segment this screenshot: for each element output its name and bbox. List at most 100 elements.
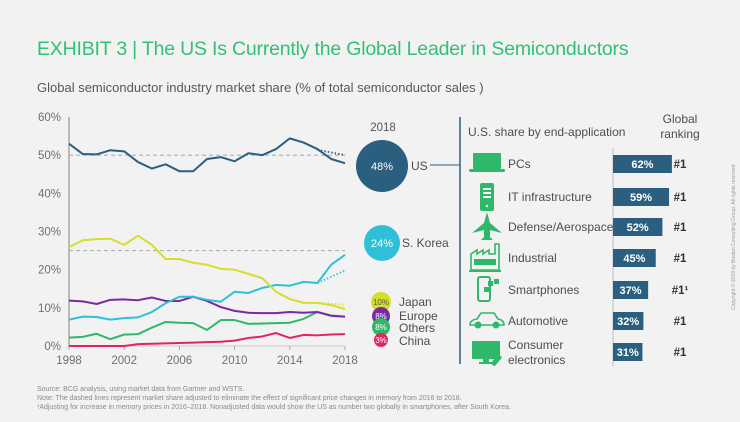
- share-bar: [613, 281, 649, 299]
- end-label-us: 48% US: [356, 140, 460, 192]
- x-tick-label: 2018: [332, 355, 358, 367]
- application-label: Consumer: [508, 338, 563, 352]
- application-row: Smartphones 37% #1¹: [477, 276, 689, 302]
- y-tick-label: 20%: [38, 265, 61, 277]
- end-label-skorea: 24% S. Korea: [364, 225, 449, 261]
- laptop-icon: [469, 153, 505, 172]
- others-bubble: [372, 318, 390, 336]
- x-tick-label: 2006: [167, 355, 193, 367]
- share-bar-label: 62%: [631, 159, 653, 171]
- share-bar-label: 59%: [630, 192, 652, 204]
- end-label-others: 8% Others: [372, 318, 435, 336]
- us-label: US: [411, 159, 428, 173]
- x-tick-label: 2014: [277, 355, 303, 367]
- end-label-europe: 8% Europe: [372, 307, 438, 325]
- application-label: electronics: [508, 353, 565, 367]
- airplane-icon: [472, 212, 502, 240]
- china-bubble-value: 3%: [375, 336, 387, 345]
- application-row: IT infrastructure 59% #1: [480, 183, 687, 211]
- tv-icon: [472, 341, 502, 367]
- y-tick-label: 50%: [38, 150, 61, 162]
- source-note: Source: BCG analysis, using market data …: [37, 386, 245, 393]
- y-tick-label: 30%: [38, 227, 61, 239]
- share-bar-label: 32%: [617, 316, 639, 328]
- application-row: Industrial 45% #1: [469, 243, 687, 272]
- server-icon: [480, 183, 494, 211]
- china-label: China: [399, 334, 431, 348]
- exhibit-title: EXHIBIT 3 | The US Is Currently the Glob…: [37, 38, 629, 60]
- skorea-bubble-value: 24%: [371, 238, 393, 250]
- x-tick-label: 2010: [222, 355, 248, 367]
- global-rank: #1: [674, 222, 687, 234]
- others-bubble-value: 8%: [375, 323, 387, 332]
- y-tick-label: 40%: [38, 188, 61, 200]
- skorea-bubble: [364, 225, 400, 261]
- europe-label: Europe: [399, 309, 438, 323]
- footnotes: Source: BCG analysis, using market data …: [37, 386, 511, 412]
- japan-bubble: [371, 292, 391, 312]
- europe-bubble-value: 8%: [375, 312, 387, 321]
- adjusted-line-us: [317, 148, 346, 157]
- share-bar: [613, 218, 663, 236]
- end-label-china: 3% China: [374, 333, 431, 348]
- share-bar: [613, 312, 644, 330]
- ranking-header-line2: ranking: [660, 127, 699, 141]
- share-bar: [613, 188, 670, 206]
- global-rank: #1: [674, 347, 687, 359]
- application-row: Defense/Aerospace 52% #1: [472, 212, 687, 240]
- japan-bubble-value: 10%: [373, 298, 389, 307]
- global-rank: #1: [674, 253, 687, 265]
- x-tick-label: 2002: [111, 355, 137, 367]
- series-line-europe: [68, 295, 346, 318]
- x-tick-label: 1998: [56, 355, 82, 367]
- y-tick-label: 0%: [44, 341, 61, 353]
- application-label: IT infrastructure: [508, 190, 592, 204]
- china-bubble: [374, 333, 388, 347]
- share-bar: [613, 155, 672, 173]
- dashed-lines-note: Note: The dashed lines represent market …: [37, 394, 462, 402]
- smartphone-footnote: ¹Adjusting for increase in memory prices…: [37, 403, 511, 411]
- share-bar-label: 45%: [623, 253, 645, 265]
- series-line-japan: [68, 234, 346, 310]
- share-bar: [613, 249, 656, 267]
- application-label: Defense/Aerospace: [508, 220, 614, 234]
- application-label: PCs: [508, 157, 531, 171]
- us-bubble-value: 48%: [371, 161, 393, 173]
- global-rank: #1¹: [672, 285, 689, 297]
- year-2018-label: 2018: [370, 122, 396, 134]
- share-bar: [613, 343, 643, 361]
- others-label: Others: [399, 321, 435, 335]
- smartphone-icon: [477, 276, 499, 302]
- panel-title: U.S. share by end-application: [468, 125, 625, 139]
- ranking-header-line1: Global: [663, 112, 698, 126]
- share-bar-label: 52%: [627, 222, 649, 234]
- japan-label: Japan: [399, 295, 432, 309]
- end-label-japan: 10% Japan: [371, 292, 432, 312]
- series-line-china: [69, 332, 346, 347]
- share-bar-label: 37%: [620, 285, 642, 297]
- global-rank: #1: [674, 159, 687, 171]
- market-share-line-chart: 0% 10% 20% 30% 40% 50% 60% 1998 2002 2006 2010 201…: [38, 112, 358, 367]
- application-row: PCs 62% #1: [469, 153, 687, 173]
- application-label: Industrial: [508, 251, 557, 265]
- series-line-s-korea: [68, 253, 346, 321]
- end-application-panel: U.S. share by end-application Global ran…: [459, 112, 700, 367]
- car-icon: [469, 312, 505, 329]
- global-rank: #1: [674, 192, 687, 204]
- application-label: Smartphones: [508, 283, 579, 297]
- application-label: Automotive: [508, 314, 568, 328]
- chart-subtitle: Global semiconductor industry market sha…: [37, 80, 484, 95]
- skorea-label: S. Korea: [402, 236, 449, 250]
- global-rank: #1: [674, 316, 687, 328]
- factory-icon: [469, 243, 501, 272]
- adjusted-line-s-korea: [317, 269, 346, 284]
- copyright: Copyright © 2019 by Boston Consulting Gr…: [731, 163, 737, 310]
- series-line-others: [68, 311, 346, 341]
- application-row: Automotive 32% #1: [469, 312, 687, 330]
- us-bubble: [356, 140, 408, 192]
- adjusted-line-japan: [317, 301, 346, 306]
- y-tick-label: 10%: [38, 303, 61, 315]
- y-tick-label: 60%: [38, 112, 61, 124]
